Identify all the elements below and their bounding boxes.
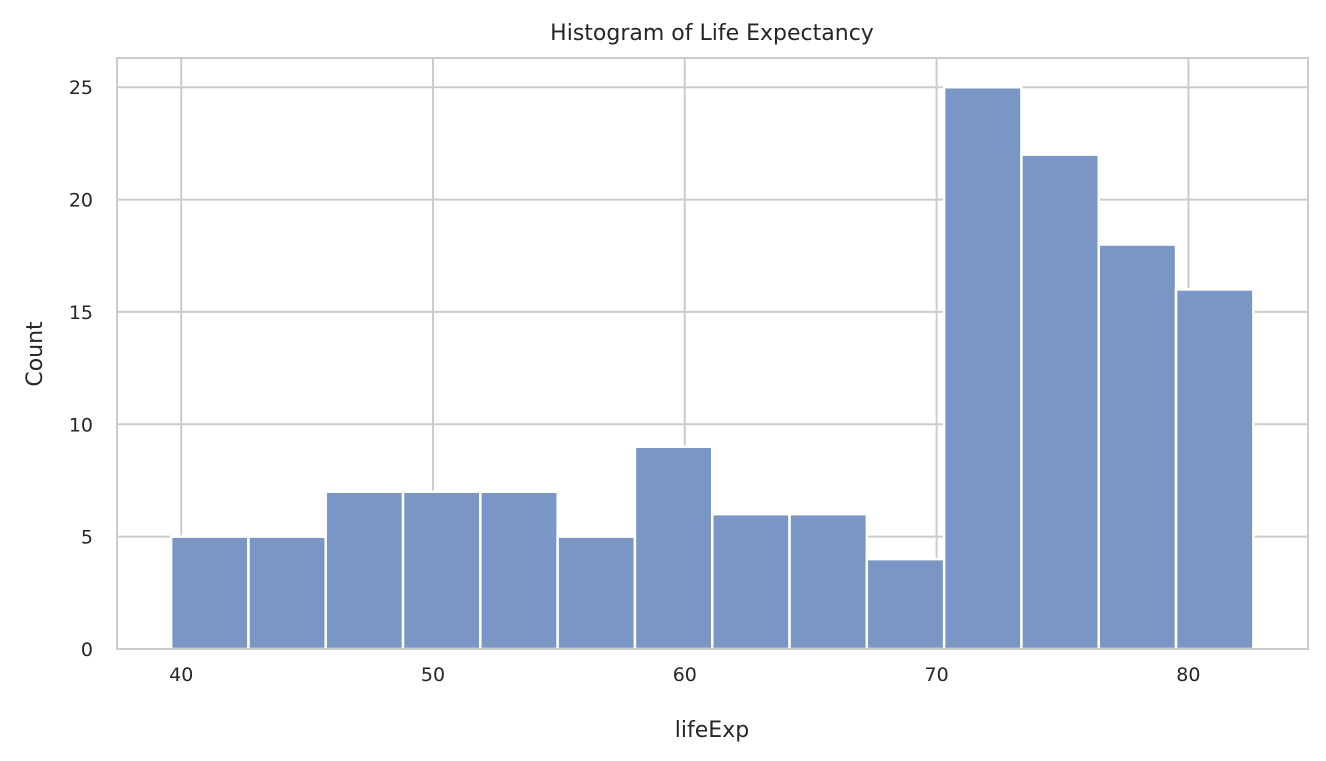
histogram-bar-5 <box>479 490 559 651</box>
chart-title: Histogram of Life Expectancy <box>550 21 874 46</box>
y-tick-labels: 0 5 10 15 20 25 <box>69 77 93 661</box>
y-tick-label-15: 15 <box>69 302 93 324</box>
histogram-bar-6 <box>556 535 637 651</box>
x-tick-label-70: 70 <box>925 664 949 686</box>
histogram-bar-2 <box>247 535 327 651</box>
y-tick-label-10: 10 <box>69 414 93 436</box>
histogram-bar-12 <box>1020 153 1101 651</box>
histogram-bar-9 <box>788 512 869 651</box>
x-tick-label-80: 80 <box>1176 664 1200 686</box>
x-axis-label: lifeExp <box>675 718 749 743</box>
histogram-bar-3 <box>324 490 405 651</box>
histogram-bar-14 <box>1174 288 1255 651</box>
histogram-bar-7 <box>633 445 714 651</box>
x-tick-label-60: 60 <box>673 664 697 686</box>
plot-frame <box>116 57 1309 650</box>
y-tick-label-25: 25 <box>69 77 93 99</box>
histogram-bar-13 <box>1097 243 1178 651</box>
histogram-bar-8 <box>710 512 791 651</box>
histogram-bar-4 <box>401 490 482 651</box>
y-axis-label: Count <box>23 321 48 387</box>
histogram-bar-10 <box>865 557 946 651</box>
histogram-bar-11 <box>942 85 1023 651</box>
y-tick-label-5: 5 <box>81 527 93 549</box>
histogram-bar-1 <box>169 535 250 651</box>
y-tick-label-20: 20 <box>69 190 93 212</box>
x-tick-label-40: 40 <box>169 664 193 686</box>
x-tick-label-50: 50 <box>421 664 445 686</box>
x-tick-labels: 40 50 60 70 80 <box>169 664 1200 686</box>
y-tick-label-0: 0 <box>81 639 93 661</box>
